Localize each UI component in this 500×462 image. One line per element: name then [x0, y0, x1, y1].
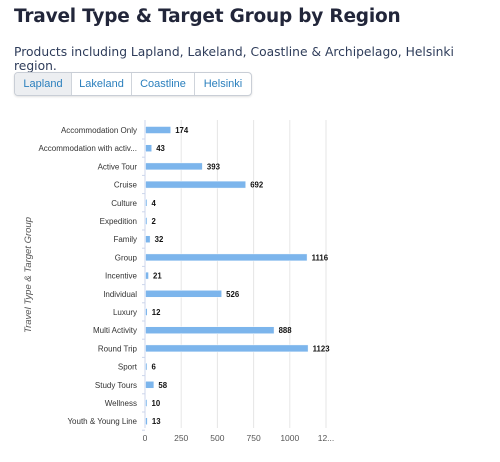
- category-label: Sport: [118, 363, 138, 372]
- category-label: Wellness: [105, 399, 137, 408]
- category-label: Culture: [111, 199, 137, 208]
- bar[interactable]: [145, 308, 148, 316]
- bar[interactable]: [145, 199, 148, 207]
- bar[interactable]: [145, 144, 152, 152]
- category-label: Incentive: [105, 272, 138, 281]
- tab-lapland[interactable]: Lapland: [15, 73, 72, 95]
- category-labels: Accommodation Only Accommodation with act…: [38, 126, 137, 426]
- category-label: Active Tour: [98, 162, 138, 171]
- bar[interactable]: [145, 271, 149, 280]
- data-label: 13: [152, 417, 161, 426]
- category-label: Multi Activity: [93, 326, 137, 335]
- region-tabs: Lapland Lakeland Coastline Helsinki: [14, 72, 252, 96]
- category-label: Cruise: [114, 181, 138, 190]
- data-label: 692: [250, 181, 264, 190]
- data-label: 21: [153, 272, 162, 281]
- category-label: Accommodation Only: [61, 126, 137, 135]
- bar[interactable]: [145, 326, 275, 334]
- data-label: 12: [152, 308, 161, 317]
- page-title: Travel Type & Target Group by Region: [14, 6, 401, 27]
- x-tick-label: 250: [174, 433, 188, 443]
- category-axis: [142, 120, 146, 431]
- data-label: 526: [226, 290, 240, 299]
- category-label: Study Tours: [95, 381, 137, 390]
- tab-lakeland[interactable]: Lakeland: [72, 73, 132, 95]
- x-axis-ticks: 0 250 500 750 1000 12...: [143, 433, 335, 443]
- category-label: Family: [113, 235, 137, 244]
- bar[interactable]: [145, 362, 148, 371]
- category-label: Accommodation with activ...: [38, 144, 137, 153]
- x-tick-label: 1000: [280, 433, 299, 443]
- x-tick-label: 750: [247, 433, 261, 443]
- bar[interactable]: [145, 417, 148, 425]
- data-labels: 174 43 393 692 4 2 32 1116 21 526 12 888 1123 658 10 13: [152, 126, 331, 426]
- data-label: 1123: [313, 344, 331, 353]
- bar[interactable]: [145, 180, 246, 189]
- page-subtitle: Products including Lapland, Lakeland, Co…: [14, 45, 454, 73]
- category-label: Round Trip: [98, 344, 138, 353]
- bar[interactable]: [145, 344, 309, 353]
- bar[interactable]: [145, 235, 151, 243]
- bar[interactable]: [145, 290, 222, 298]
- data-label: 10: [152, 399, 161, 408]
- bar[interactable]: [145, 253, 308, 262]
- category-label: Luxury: [113, 308, 137, 317]
- data-label: 1116: [312, 253, 329, 262]
- category-label: Expedition: [100, 217, 137, 226]
- data-label: 2: [152, 217, 157, 226]
- bar[interactable]: [145, 217, 148, 225]
- x-tick-label: 500: [210, 433, 224, 443]
- y-axis-title: Travel Type & Target Group: [23, 217, 34, 333]
- bar[interactable]: [145, 399, 148, 407]
- chart-bars: [145, 126, 309, 425]
- data-label: 58: [158, 381, 167, 390]
- tab-coastline[interactable]: Coastline: [132, 73, 195, 95]
- bar[interactable]: [145, 381, 155, 389]
- data-label: 393: [207, 162, 221, 171]
- tab-helsinki[interactable]: Helsinki: [203, 78, 243, 90]
- category-label: Youth & Young Line: [67, 417, 137, 426]
- data-label: 4: [152, 199, 157, 208]
- category-label: Group: [115, 253, 138, 262]
- chart-grid: [180, 120, 327, 428]
- bar[interactable]: [145, 162, 203, 171]
- bar[interactable]: [145, 126, 171, 134]
- data-label: 32: [155, 235, 164, 244]
- x-tick-label: 12...: [318, 433, 335, 443]
- category-label: Individual: [103, 290, 137, 299]
- data-label: 888: [279, 326, 293, 335]
- data-label: 6: [152, 363, 157, 372]
- x-tick-label: 0: [143, 433, 148, 443]
- data-label: 174: [175, 126, 189, 135]
- data-label: 43: [156, 144, 165, 153]
